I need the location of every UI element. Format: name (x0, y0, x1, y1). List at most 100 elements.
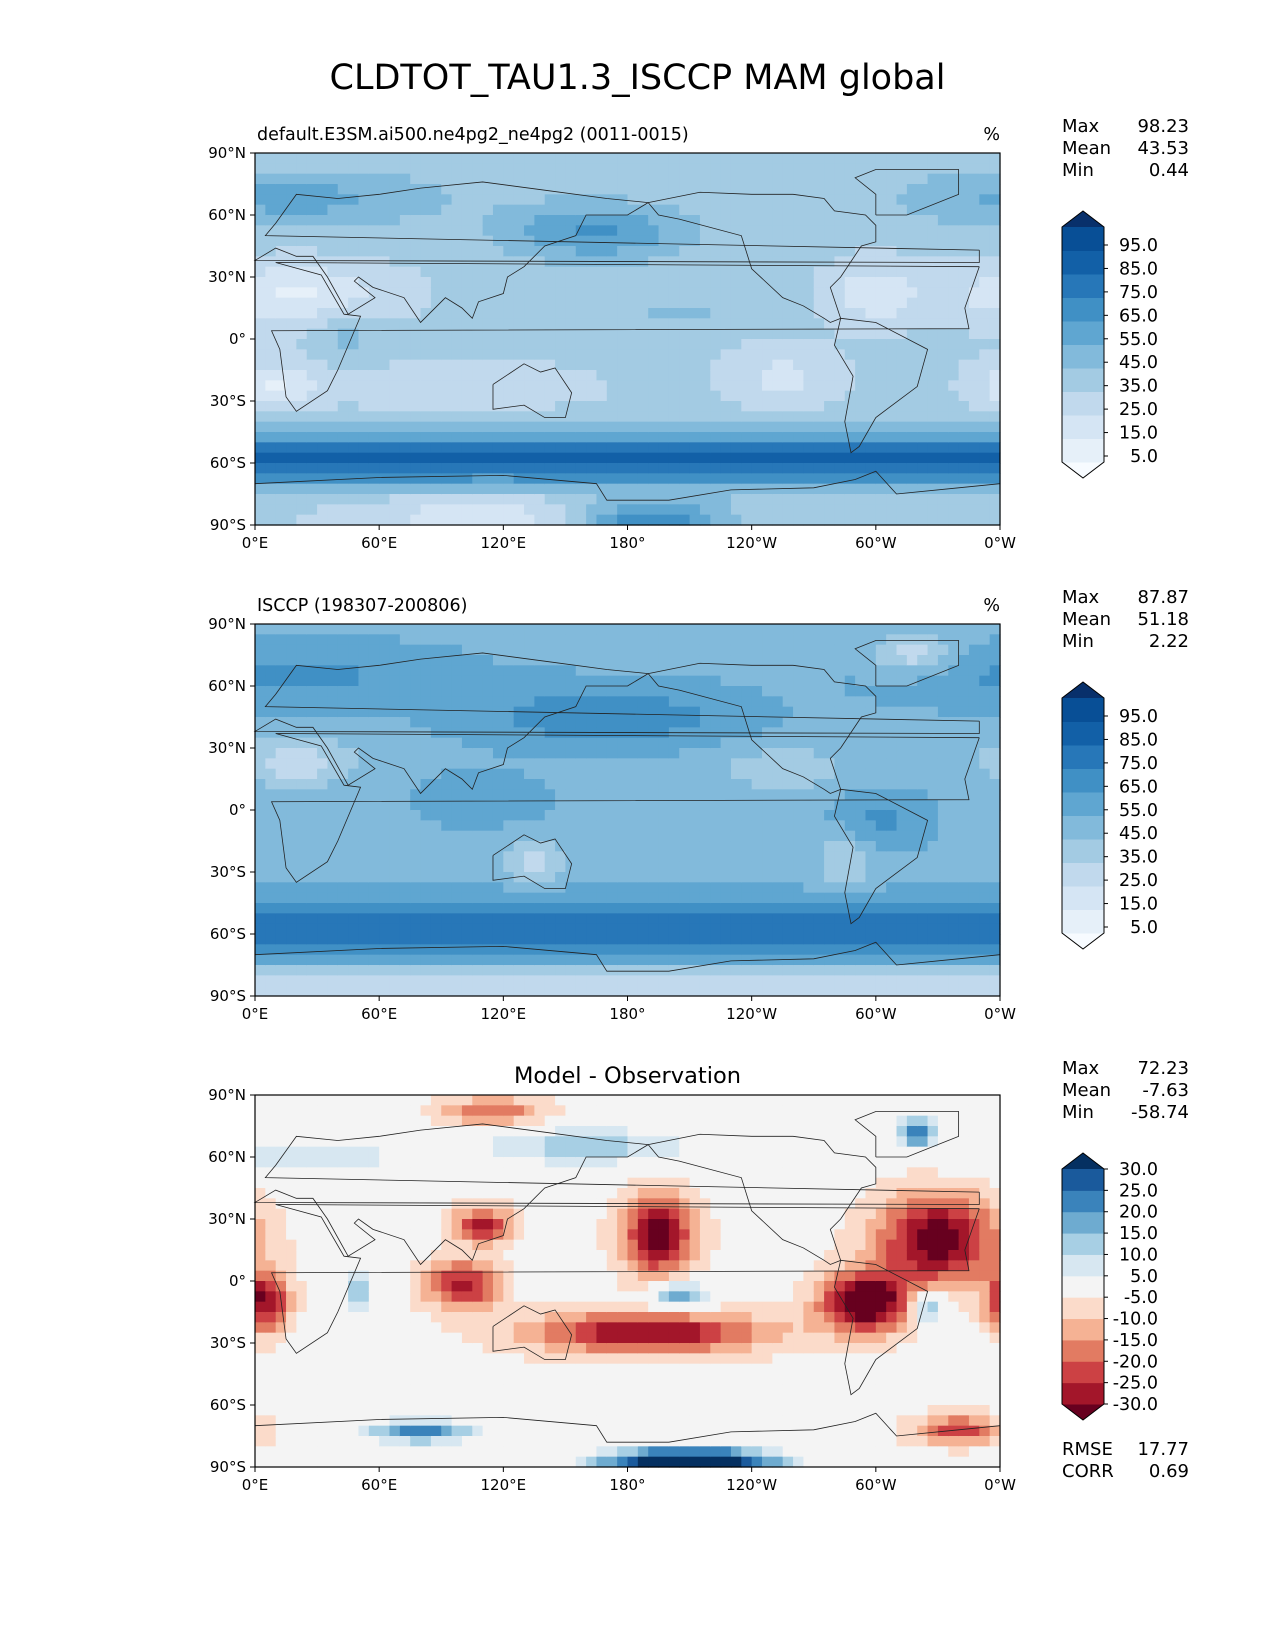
map-cell (927, 225, 939, 237)
map-cell (565, 411, 577, 423)
map-cell (317, 401, 329, 412)
map-cell (855, 810, 867, 821)
map-cell (606, 287, 618, 299)
map-cell (658, 452, 670, 464)
map-cell (327, 225, 339, 237)
map-cell (730, 872, 742, 883)
map-cell (720, 830, 732, 842)
map-cell (772, 483, 784, 495)
map-cell (296, 624, 308, 635)
map-cell (337, 913, 349, 925)
map-cell (461, 380, 473, 392)
map-cell (368, 748, 380, 759)
map-cell (844, 810, 856, 821)
map-cell (824, 421, 836, 433)
map-cell (699, 903, 711, 914)
map-cell (472, 851, 484, 863)
map-cell (492, 421, 504, 433)
map-cell (813, 390, 825, 402)
map-cell (720, 483, 732, 495)
map-cell (896, 923, 908, 935)
map-cell (430, 401, 442, 412)
map-cell (482, 892, 494, 904)
map-cell (751, 452, 763, 464)
map-cell (399, 861, 411, 873)
map-cell (286, 473, 297, 485)
map-cell (389, 675, 401, 687)
map-cell (782, 655, 794, 666)
map-cell (513, 401, 525, 412)
map-cell (813, 442, 825, 454)
map-cell (565, 903, 577, 914)
map-cell (617, 810, 629, 821)
map-cell (699, 504, 711, 516)
map-cell (762, 463, 773, 474)
map-cell (886, 882, 898, 894)
map-cell (265, 266, 277, 278)
map-cell (793, 696, 805, 708)
map-cell (544, 401, 556, 412)
map-cell (420, 494, 432, 505)
map-cell (503, 799, 515, 811)
map-cell (865, 965, 877, 976)
map-cell (813, 934, 825, 945)
map-cell (430, 349, 442, 361)
map-cell (679, 748, 691, 759)
map-cell (430, 851, 442, 863)
map-cell (379, 204, 391, 216)
map-cell (586, 287, 598, 299)
map-cell (286, 277, 297, 288)
map-cell (751, 287, 763, 299)
map-cell (399, 194, 411, 206)
map-cell (782, 923, 794, 935)
map-cell (389, 256, 401, 268)
map-cell (699, 318, 711, 330)
map-cell (482, 737, 494, 749)
map-cell (544, 882, 556, 894)
map-cell (689, 473, 701, 485)
map-cell (451, 923, 463, 935)
map-cell (689, 758, 701, 770)
map-cell (586, 882, 598, 894)
map-cell (834, 686, 846, 697)
map-cell (813, 768, 825, 780)
map-cell (461, 359, 473, 371)
map-cell (637, 954, 649, 966)
map-cell (317, 339, 329, 350)
map-cell (451, 903, 463, 914)
map-cell (606, 297, 618, 309)
map-cell (648, 318, 660, 330)
map-cell (513, 494, 525, 505)
map-cell (265, 349, 277, 361)
map-cell (813, 380, 825, 392)
map-cell (699, 287, 711, 299)
map-cell (586, 717, 598, 728)
map-cell (492, 246, 504, 257)
map-cell (658, 624, 670, 635)
map-cell (720, 892, 732, 904)
map-cell (896, 153, 908, 164)
map-cell (762, 861, 773, 873)
map-cell (420, 153, 432, 164)
map-cell (855, 225, 867, 237)
map-cell (327, 748, 339, 759)
map-cell (782, 634, 794, 646)
map-cell (875, 308, 887, 319)
map-cell (658, 401, 670, 412)
map-cell (617, 758, 629, 770)
map-cell (793, 737, 805, 749)
map-cell (430, 872, 442, 883)
map-cell (503, 665, 515, 677)
map-cell (348, 163, 360, 175)
map-cell (472, 318, 484, 330)
map-cell (865, 173, 877, 185)
map-cell (286, 215, 297, 226)
map-cell (637, 184, 649, 195)
map-cell (348, 903, 360, 914)
map-cell (482, 494, 494, 505)
map-cell (337, 985, 349, 997)
map-cell (896, 686, 908, 697)
map-cell (524, 411, 535, 423)
map-cell (389, 483, 401, 495)
map-cell (255, 624, 266, 635)
